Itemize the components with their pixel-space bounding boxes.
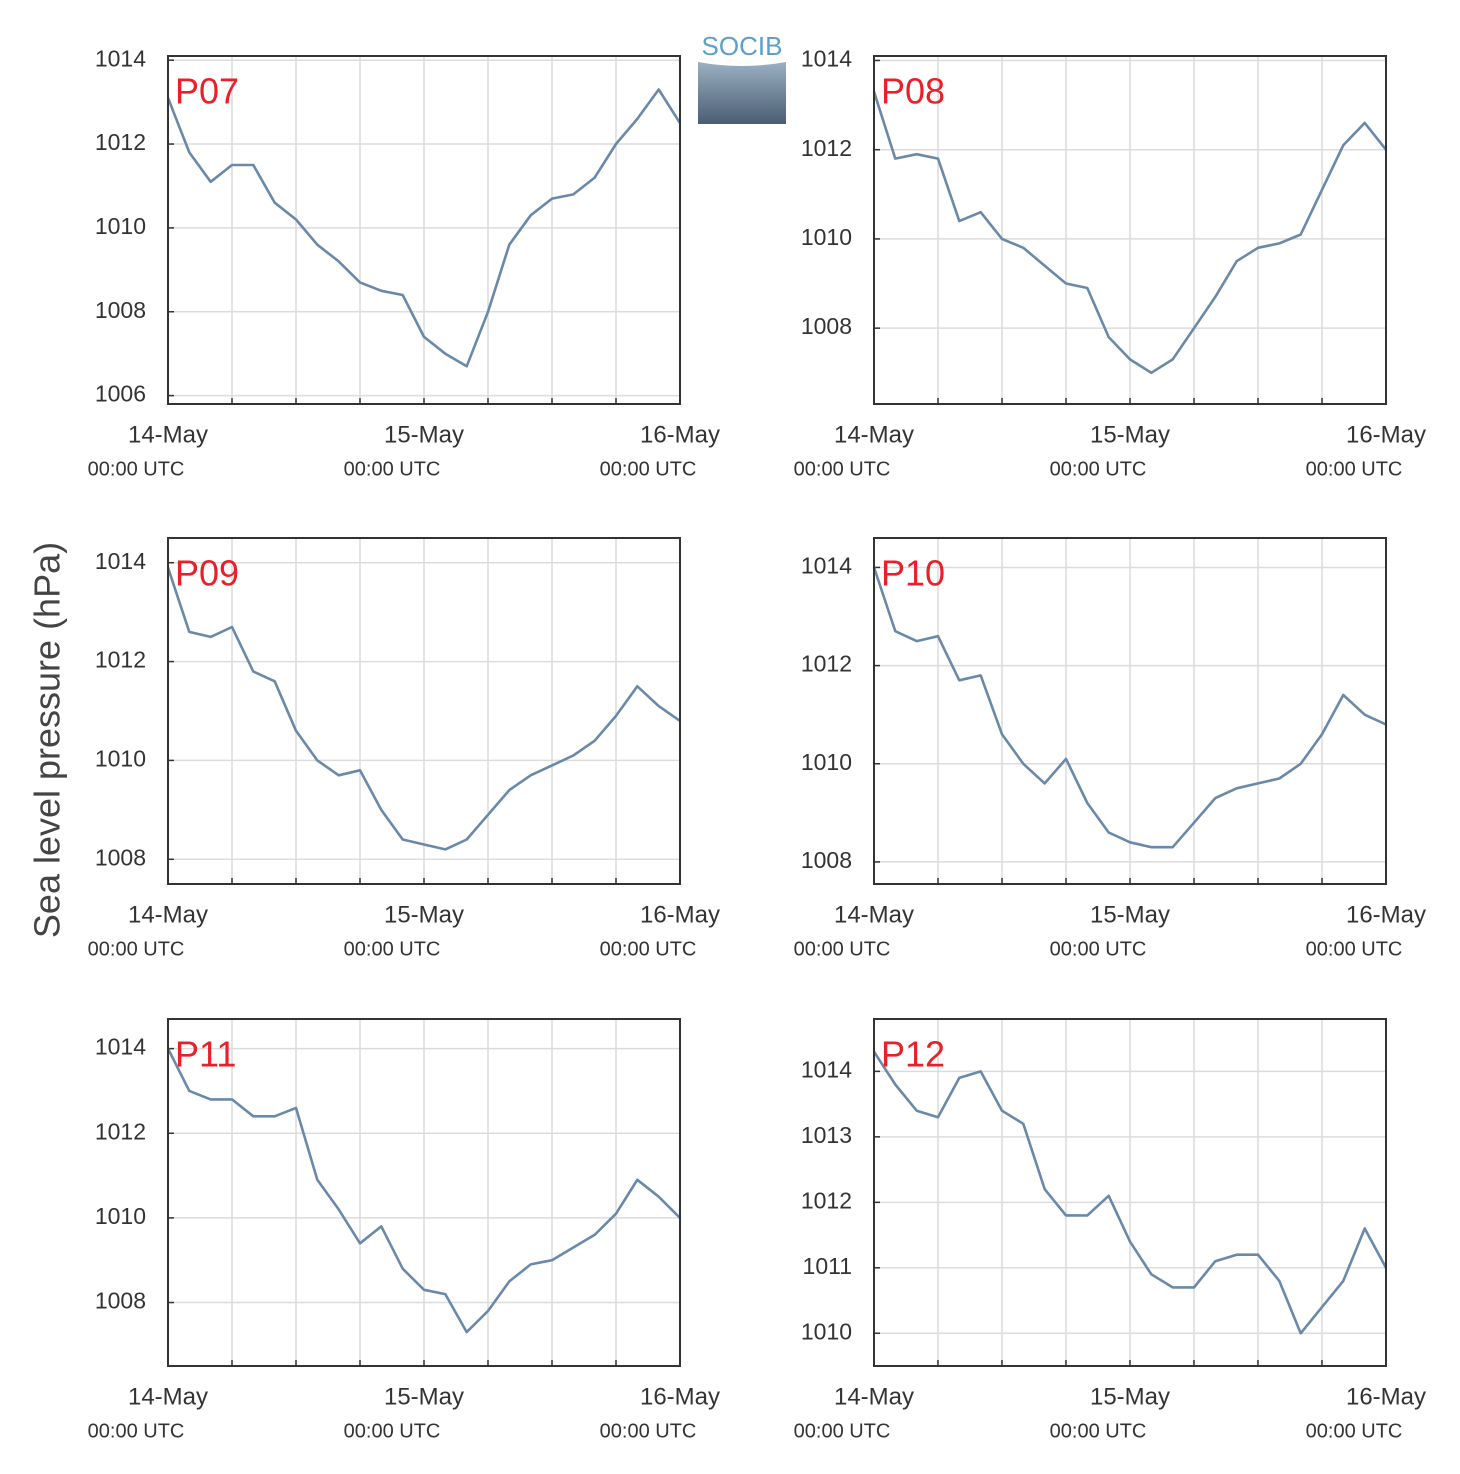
plot-frame: [873, 55, 1387, 405]
plot-frame: [167, 55, 681, 405]
x-tick-sublabel: 00:00 UTC: [794, 938, 891, 960]
y-tick-label: 1012: [95, 1118, 146, 1144]
y-tick-label: 1014: [95, 45, 146, 71]
data-line: [166, 1048, 681, 1334]
panel-title: P11: [175, 1034, 236, 1075]
x-tick-sublabel: 00:00 UTC: [344, 1420, 441, 1442]
panel: 14-May 00:00 UTC 15-May 00:00 UTC 16-May 00:0…: [794, 46, 1426, 481]
x-tick-label: 14-May: [834, 421, 914, 448]
data-line: [166, 88, 682, 368]
panel: 14-May 00:00 UTC 15-May 00:00 UTC 16-May 00:0…: [88, 1018, 720, 1442]
data-line: [872, 566, 1387, 849]
logo: SOCIB: [698, 31, 786, 124]
x-tick-sublabel: 00:00 UTC: [1306, 938, 1403, 960]
panel: 14-May 00:00 UTC 15-May 00:00 UTC 16-May 00:0…: [88, 537, 720, 960]
y-axis-label: Sea level pressure (hPa): [27, 542, 68, 938]
x-tick-label: 15-May: [384, 901, 464, 928]
y-tick-label: 1008: [95, 297, 146, 323]
data-line: [872, 1050, 1388, 1335]
panel: 14-May 00:00 UTC 15-May 00:00 UTC 16-May 00:0…: [794, 1018, 1426, 1442]
y-tick-label: 1012: [801, 135, 852, 161]
panel-title: P09: [175, 553, 239, 594]
panel-title: P08: [881, 71, 945, 112]
x-tick-sublabel: 00:00 UTC: [1306, 1420, 1403, 1442]
x-tick-label: 14-May: [128, 1383, 208, 1410]
panel: 14-May 00:00 UTC 15-May 00:00 UTC 16-May 00:0…: [794, 537, 1426, 960]
y-tick-label: 1012: [801, 651, 852, 677]
x-tick-label: 15-May: [1090, 1383, 1170, 1410]
panel: 14-May 00:00 UTC 15-May 00:00 UTC 16-May 00:0…: [88, 45, 720, 480]
y-tick-label: 1014: [801, 1056, 852, 1082]
y-tick-label: 1012: [801, 1187, 852, 1213]
x-tick-label: 14-May: [128, 901, 208, 928]
data-line: [166, 567, 681, 851]
plot-frame: [873, 1018, 1387, 1367]
x-tick-label: 15-May: [1090, 901, 1170, 928]
x-tick-sublabel: 00:00 UTC: [1050, 938, 1147, 960]
x-tick-label: 16-May: [640, 421, 720, 448]
y-tick-label: 1014: [801, 46, 852, 72]
x-tick-sublabel: 00:00 UTC: [88, 938, 185, 960]
y-tick-label: 1013: [801, 1122, 852, 1148]
y-tick-label: 1008: [95, 844, 146, 870]
x-tick-label: 16-May: [640, 1383, 720, 1410]
y-tick-label: 1006: [95, 381, 146, 407]
y-tick-label: 1012: [95, 129, 146, 155]
y-tick-label: 1008: [801, 847, 852, 873]
y-tick-label: 1010: [95, 746, 146, 772]
y-tick-label: 1014: [95, 1034, 146, 1060]
logo-text: SOCIB: [702, 31, 783, 61]
x-tick-sublabel: 00:00 UTC: [1050, 1420, 1147, 1442]
y-tick-label: 1010: [801, 1318, 852, 1344]
x-tick-label: 16-May: [1346, 421, 1426, 448]
x-tick-sublabel: 00:00 UTC: [1306, 458, 1403, 480]
x-tick-label: 14-May: [128, 421, 208, 448]
x-tick-sublabel: 00:00 UTC: [794, 1420, 891, 1442]
x-tick-label: 14-May: [834, 901, 914, 928]
y-tick-label: 1014: [95, 548, 146, 574]
y-tick-label: 1010: [95, 1203, 146, 1229]
x-tick-label: 15-May: [384, 1383, 464, 1410]
x-tick-sublabel: 00:00 UTC: [88, 458, 185, 480]
y-tick-label: 1010: [95, 213, 146, 239]
x-tick-sublabel: 00:00 UTC: [344, 458, 441, 480]
data-line: [872, 91, 1388, 375]
x-tick-sublabel: 00:00 UTC: [600, 458, 697, 480]
y-tick-label: 1012: [95, 647, 146, 673]
x-tick-sublabel: 00:00 UTC: [1050, 458, 1147, 480]
x-tick-label: 16-May: [1346, 1383, 1426, 1410]
logo-shape: [698, 62, 786, 124]
plot-frame: [167, 537, 681, 885]
x-tick-label: 16-May: [640, 901, 720, 928]
plot-frame: [167, 1018, 681, 1367]
x-tick-sublabel: 00:00 UTC: [600, 1420, 697, 1442]
panel-title: P10: [881, 553, 945, 594]
x-tick-label: 15-May: [384, 421, 464, 448]
x-tick-sublabel: 00:00 UTC: [794, 458, 891, 480]
plot-frame: [873, 537, 1387, 885]
y-tick-label: 1008: [95, 1288, 146, 1314]
y-tick-label: 1011: [803, 1253, 852, 1279]
x-tick-sublabel: 00:00 UTC: [344, 938, 441, 960]
x-tick-label: 14-May: [834, 1383, 914, 1410]
panel-title: P12: [881, 1034, 945, 1075]
x-tick-label: 16-May: [1346, 901, 1426, 928]
x-tick-label: 15-May: [1090, 421, 1170, 448]
x-tick-sublabel: 00:00 UTC: [88, 1420, 185, 1442]
y-tick-label: 1010: [801, 224, 852, 250]
y-tick-label: 1010: [801, 749, 852, 775]
x-tick-sublabel: 00:00 UTC: [600, 938, 697, 960]
y-tick-label: 1014: [801, 553, 852, 579]
y-tick-label: 1008: [801, 313, 852, 339]
panel-title: P07: [175, 71, 239, 112]
